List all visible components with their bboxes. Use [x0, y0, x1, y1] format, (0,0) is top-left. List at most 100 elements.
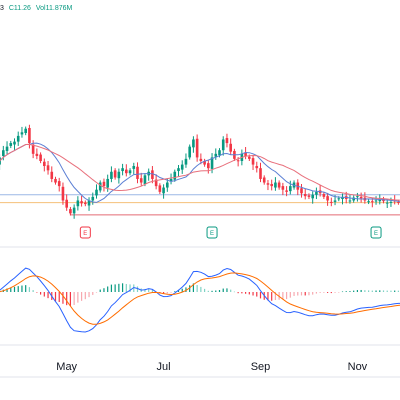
candle-body	[139, 178, 143, 183]
x-tick-label: Jul	[157, 361, 171, 373]
histogram-bar	[95, 292, 98, 293]
candle-body	[352, 197, 355, 201]
histogram-bar	[345, 291, 347, 292]
candle-body	[110, 171, 113, 179]
histogram-bar	[6, 288, 8, 292]
histogram-bar	[304, 292, 306, 296]
earnings-label: E	[210, 231, 214, 237]
candle-body	[229, 143, 232, 152]
histogram-bar	[13, 286, 16, 292]
candle-body	[136, 166, 139, 179]
candle-body	[46, 165, 50, 171]
earnings-badge	[206, 226, 218, 239]
histogram-bar	[300, 292, 303, 296]
histogram-bar	[17, 286, 19, 292]
histogram-bar	[375, 290, 377, 292]
chart-legend: 3 C11.26 Vol11.876M	[0, 5, 75, 12]
macd-histogram	[0, 283, 400, 306]
histogram-bar	[233, 291, 236, 293]
candle-body	[113, 170, 117, 178]
histogram-bar	[338, 292, 340, 293]
candle-body	[87, 200, 91, 206]
histogram-bar	[211, 290, 213, 292]
candle-body	[192, 139, 195, 148]
histogram-bar	[360, 289, 362, 292]
histogram-bar	[99, 289, 101, 292]
candle-body	[214, 153, 218, 157]
candle-body	[95, 189, 98, 196]
candle-body	[54, 178, 57, 183]
candle-body	[385, 202, 389, 204]
histogram-bar	[170, 292, 172, 293]
candle-body	[266, 183, 270, 185]
histogram-bar	[394, 290, 396, 292]
histogram-bar	[330, 292, 332, 294]
histogram-bar	[174, 291, 176, 292]
x-tick-label: Nov	[348, 361, 368, 373]
histogram-bar	[73, 292, 75, 305]
close-value: C11.26	[8, 5, 31, 12]
signal-line	[0, 272, 400, 325]
candle-body	[210, 157, 214, 169]
candle-body	[218, 150, 221, 156]
histogram-bar	[349, 291, 351, 292]
candle-body	[322, 194, 326, 197]
histogram-bar	[62, 292, 64, 304]
candle-body	[389, 201, 393, 203]
candle-body	[169, 178, 173, 182]
macd-lines	[0, 267, 400, 333]
candle-body	[315, 191, 318, 195]
histogram-bar	[148, 288, 150, 292]
candle-body	[43, 161, 46, 167]
earnings-label: E	[83, 231, 87, 237]
histogram-bar	[293, 292, 295, 296]
candle-body	[80, 201, 83, 204]
histogram-bar	[379, 290, 381, 292]
histogram-bar	[367, 290, 370, 292]
histogram-bar	[192, 283, 195, 292]
histogram-bar	[133, 284, 135, 292]
histogram-bar	[230, 289, 232, 292]
candle-body	[151, 170, 154, 179]
histogram-bar	[66, 292, 68, 306]
candle-body	[177, 168, 180, 172]
candle-body	[251, 158, 255, 165]
candle-body	[57, 181, 61, 187]
histogram-bar	[382, 290, 385, 292]
candle-body	[84, 202, 87, 205]
candle-body	[5, 146, 9, 151]
histogram-bar	[103, 288, 105, 292]
histogram-bar	[21, 285, 23, 292]
histogram-bar	[248, 292, 250, 295]
candle-body	[98, 182, 102, 191]
histogram-bar	[353, 290, 355, 292]
histogram-bar	[80, 292, 83, 301]
candle-body	[255, 166, 259, 169]
candle-body	[262, 177, 266, 183]
candle-body	[285, 190, 288, 192]
histogram-bar	[177, 289, 180, 292]
candle-body	[20, 132, 24, 135]
candle-body	[65, 199, 68, 208]
candle-body	[326, 196, 329, 201]
candle-body	[244, 152, 247, 156]
histogram-bar	[397, 290, 400, 292]
candle-body	[24, 128, 27, 134]
histogram-bar	[114, 284, 116, 292]
histogram-bar	[215, 290, 217, 292]
candle-body	[307, 195, 311, 197]
earnings-badge	[79, 226, 91, 239]
histogram-bar	[181, 288, 183, 292]
histogram-bar	[259, 292, 262, 299]
candle-body	[274, 182, 277, 188]
histogram-bar	[25, 285, 27, 292]
candle-body	[0, 157, 1, 165]
histogram-bar	[129, 284, 131, 292]
histogram-bar	[222, 288, 224, 292]
histogram-bar	[203, 288, 206, 292]
candle-body	[117, 171, 121, 179]
histogram-bar	[341, 291, 344, 293]
histogram-bar	[28, 287, 31, 292]
histogram-bar	[43, 292, 45, 297]
